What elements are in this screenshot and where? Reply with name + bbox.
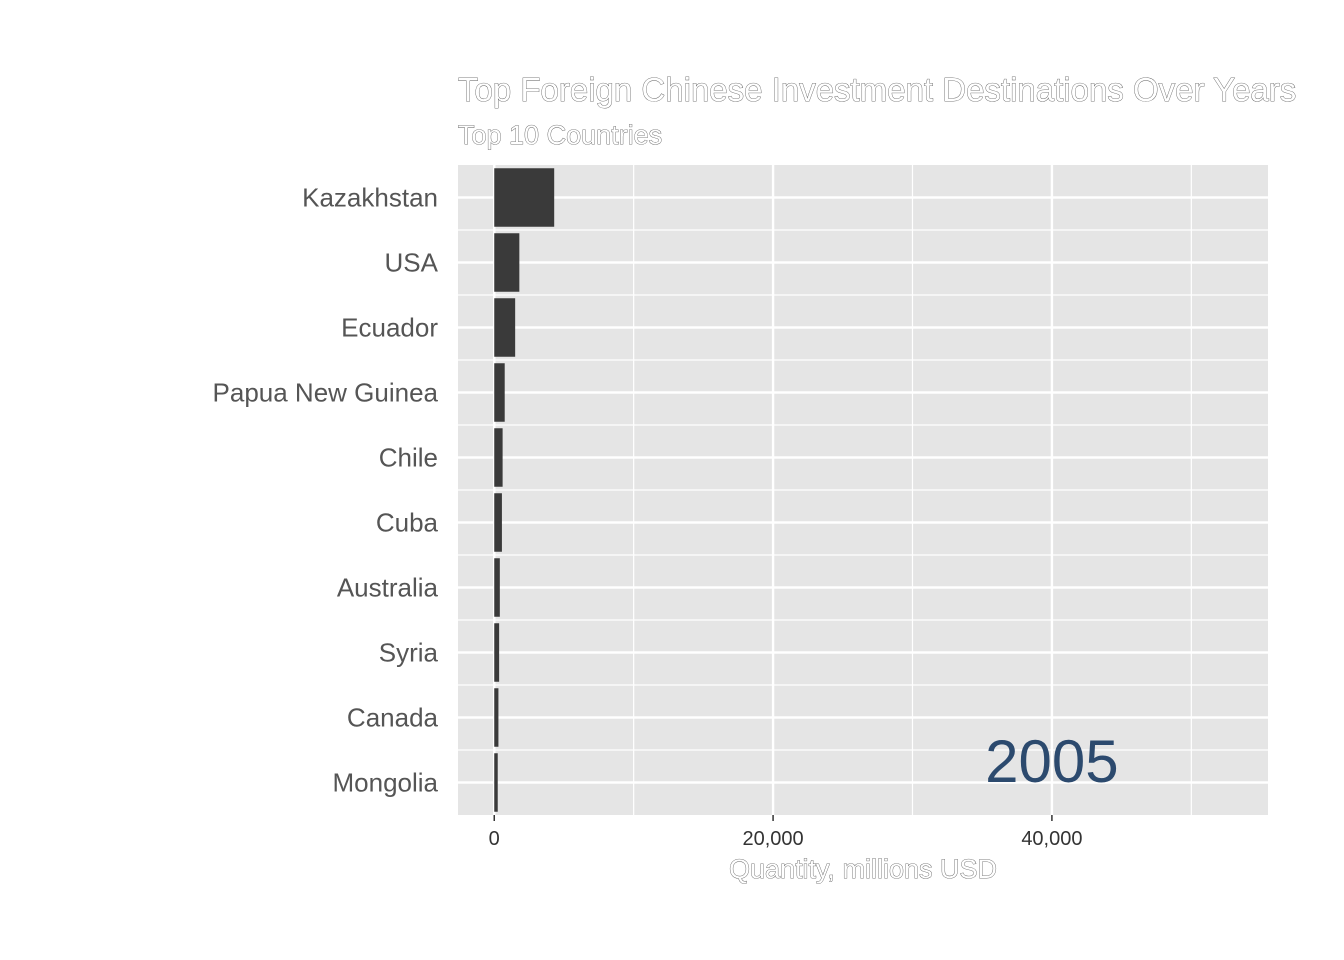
bar: [494, 558, 500, 617]
category-label: Chile: [379, 443, 438, 473]
x-tick-labels: 0 20,000 40,000: [489, 815, 1082, 850]
category-label: Mongolia: [332, 768, 438, 798]
bar: [494, 493, 502, 552]
category-label: USA: [385, 248, 439, 278]
bar: [494, 363, 505, 422]
year-label: 2005: [985, 728, 1118, 795]
bar: [494, 298, 516, 357]
category-label: Papua New Guinea: [213, 378, 439, 408]
chart-title: Top Foreign Chinese Investment Destinati…: [458, 71, 1296, 108]
bar: [494, 168, 555, 227]
grid-lines: [458, 165, 1268, 815]
category-labels: Kazakhstan USA Ecuador Papua New Guinea Chil…: [213, 183, 439, 798]
category-label: Kazakhstan: [302, 183, 438, 213]
category-label: Australia: [337, 573, 439, 603]
x-tick-label: 0: [489, 828, 500, 850]
bar: [494, 623, 500, 682]
bar: [494, 233, 520, 292]
bar: [494, 428, 503, 487]
category-label: Canada: [347, 703, 439, 733]
bar: [494, 753, 498, 812]
chart-subtitle: Top 10 Countries: [458, 120, 662, 150]
category-label: Ecuador: [341, 313, 438, 343]
bars: [494, 168, 555, 812]
x-tick-label: 40,000: [1021, 828, 1082, 850]
x-axis-label: Quantity, millions USD: [729, 854, 997, 884]
bar: [494, 688, 499, 747]
category-label: Cuba: [376, 508, 439, 538]
category-label: Syria: [379, 638, 439, 668]
x-tick-label: 20,000: [742, 828, 803, 850]
